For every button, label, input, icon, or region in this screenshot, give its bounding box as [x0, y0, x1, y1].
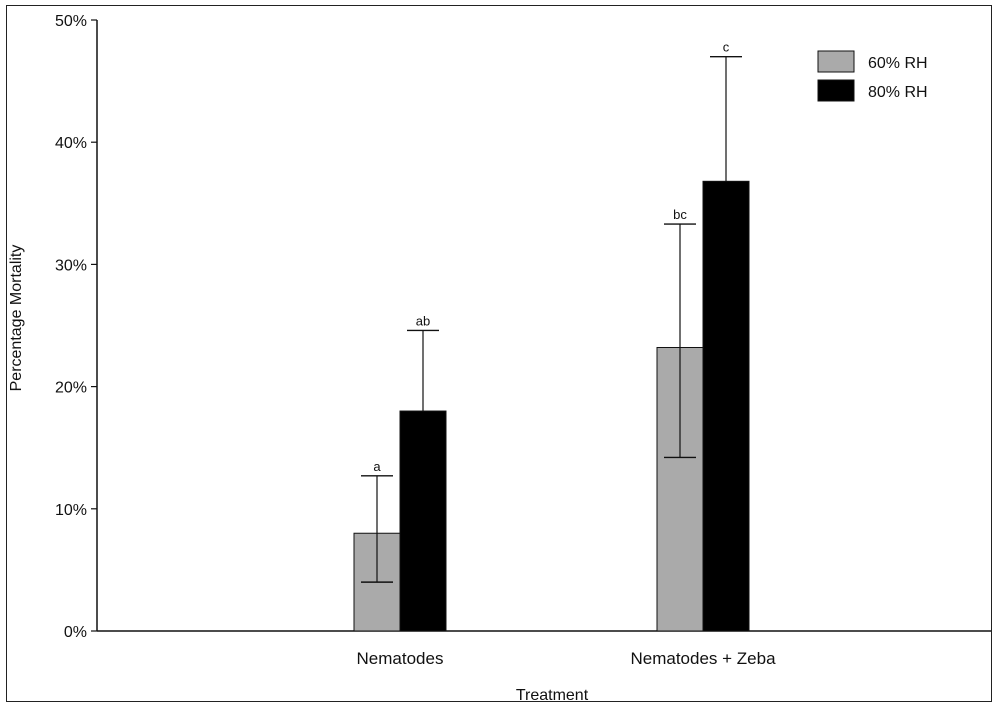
chart-frame — [6, 5, 992, 702]
significance-label: a — [373, 459, 381, 474]
x-axis-title: Treatment — [516, 687, 589, 704]
bars: Nematodes a ab Nematodes + Zeba bc c — [353, 40, 776, 668]
axes: 0% 10% 20% 30% 40% 50% — [55, 13, 991, 641]
bar — [656, 346, 704, 632]
y-axis-title: Percentage Mortality — [8, 245, 25, 392]
significance-label: c — [723, 40, 730, 55]
legend-swatch — [817, 79, 855, 102]
legend-label: 60% RH — [868, 55, 928, 72]
y-tick-label: 30% — [55, 257, 87, 274]
legend-swatch — [817, 50, 855, 73]
bar — [702, 180, 750, 632]
y-tick-label: 50% — [55, 13, 87, 30]
y-tick-label: 20% — [55, 380, 87, 397]
significance-label: bc — [673, 207, 687, 222]
x-category-label: Nematodes — [357, 649, 444, 668]
significance-label: ab — [416, 313, 430, 328]
y-tick-label: 10% — [55, 502, 87, 519]
legend: 60% RH 80% RH — [817, 50, 928, 102]
bar — [399, 410, 447, 632]
y-tick-label: 0% — [64, 624, 87, 641]
legend-label: 80% RH — [868, 84, 928, 101]
y-tick-label: 40% — [55, 135, 87, 152]
x-category-label: Nematodes + Zeba — [630, 649, 776, 668]
